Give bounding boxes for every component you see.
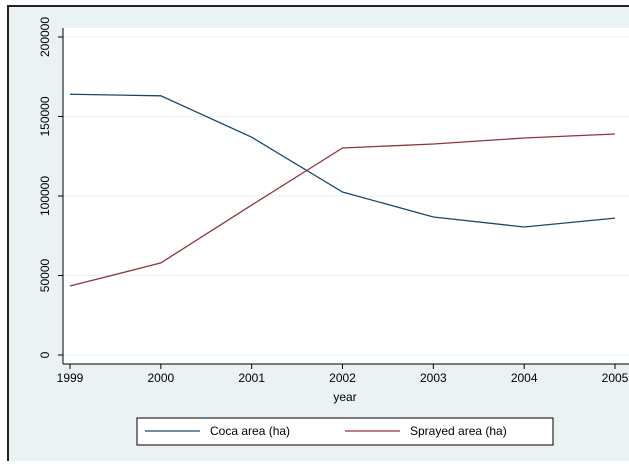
y-tick-label: 50000: [38, 258, 52, 292]
y-tick-label: 200000: [38, 17, 52, 57]
x-tick-label: 1999: [57, 371, 84, 385]
x-tick-label: 2005: [602, 371, 629, 385]
series-line: [69, 93, 616, 228]
x-tick-label: 2003: [420, 371, 447, 385]
y-tick-label: 100000: [38, 176, 52, 216]
x-tick-label: 2002: [329, 371, 356, 385]
y-tick-label: 150000: [38, 96, 52, 136]
legend-label: Coca area (ha): [210, 424, 290, 438]
x-axis-title: year: [333, 390, 356, 404]
legend-label: Sprayed area (ha): [410, 424, 507, 438]
x-tick-label: 2004: [511, 371, 538, 385]
series-line: [69, 133, 616, 287]
x-tick-label: 2000: [147, 371, 174, 385]
x-tick-label: 2001: [238, 371, 265, 385]
y-tick-label: 0: [38, 351, 52, 358]
